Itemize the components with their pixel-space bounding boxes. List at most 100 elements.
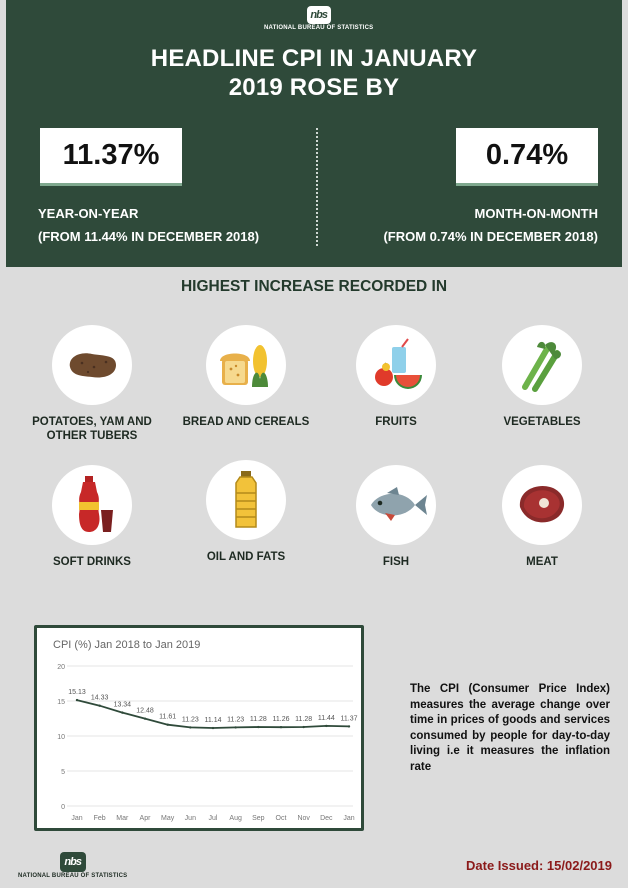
- date-issued: Date Issued: 15/02/2019: [466, 858, 612, 873]
- data-point: [234, 726, 237, 729]
- data-label: 11.23: [227, 716, 244, 723]
- headline-line-1: HEADLINE CPI IN JANUARY: [150, 45, 478, 72]
- category-label: FISH: [382, 556, 410, 568]
- divider: [316, 128, 318, 246]
- data-label: 11.61: [159, 714, 176, 721]
- data-point: [189, 726, 192, 729]
- x-tick-label: Oct: [276, 815, 287, 822]
- data-label: 11.14: [205, 717, 222, 724]
- data-label: 11.26: [273, 716, 290, 723]
- data-label: 14.33: [91, 695, 109, 702]
- data-point: [211, 726, 215, 730]
- oil-bottle-icon: [235, 471, 257, 528]
- year-on-year-note: (FROM 11.44% IN DECEMBER 2018): [38, 229, 260, 244]
- category-circle: [356, 325, 436, 405]
- soft-drink-icon: [79, 476, 113, 532]
- nbs-logo: nbs NATIONAL BUREAU OF STATISTICS: [264, 6, 373, 31]
- x-tick-label: Aug: [229, 815, 242, 822]
- year-on-year-label-block: YEAR-ON-YEAR (FROM 11.44% IN DECEMBER 20…: [38, 202, 259, 248]
- category-label: SOFT DRINKS: [53, 556, 131, 568]
- month-on-month-label-block: MONTH-ON-MONTH (FROM 0.74% IN DECEMBER 2…: [383, 202, 598, 248]
- data-point: [257, 725, 260, 729]
- category-circle: [52, 465, 132, 545]
- cpi-description: The CPI (Consumer Price Index) measures …: [410, 683, 610, 773]
- month-on-month-value: 0.74%: [456, 128, 598, 186]
- category-oil: OIL AND FATS: [176, 460, 316, 564]
- y-tick-label: 15: [57, 699, 65, 706]
- category-vegetables: VEGETABLES: [472, 325, 612, 429]
- category-circle: [206, 460, 286, 540]
- x-tick-label: Apr: [140, 815, 152, 822]
- category-label: POTATOES, YAM AND OTHER TUBERS: [32, 416, 152, 442]
- data-point: [143, 717, 147, 720]
- nbs-logo-mark: nbs: [59, 852, 86, 872]
- potato-icon: [69, 353, 116, 378]
- data-label: 11.28: [250, 716, 267, 723]
- footer-logo: nbs NATIONAL BUREAU OF STATISTICS: [18, 852, 127, 879]
- celery-icon: [522, 341, 561, 392]
- year-on-year-value: 11.37%: [40, 128, 182, 186]
- category-tubers: POTATOES, YAM AND OTHER TUBERS: [22, 325, 162, 443]
- data-point: [279, 725, 283, 729]
- data-point: [166, 723, 169, 726]
- x-tick-label: Dec: [320, 815, 333, 822]
- bread-corn-icon: [220, 345, 268, 387]
- y-tick-label: 0: [61, 804, 65, 811]
- category-circle: [502, 465, 582, 545]
- category-label: FRUITS: [375, 416, 417, 428]
- category-soft-drinks: SOFT DRINKS: [22, 465, 162, 569]
- data-point: [347, 725, 351, 728]
- year-on-year-label: YEAR-ON-YEAR: [38, 206, 139, 221]
- cpi-line-chart: CPI (%) Jan 2018 to Jan 2019 0 5 10 15 20 Jan F…: [53, 639, 358, 822]
- y-tick-label: 10: [57, 734, 65, 741]
- category-circle: [206, 325, 286, 405]
- month-on-month-label: MONTH-ON-MONTH: [474, 206, 598, 221]
- category-circle: [52, 325, 132, 405]
- headline-line-2: 2019 ROSE BY: [228, 74, 400, 101]
- x-tick-label: Jun: [185, 815, 196, 822]
- data-point: [98, 704, 101, 707]
- x-tick-label: Jan: [71, 815, 82, 822]
- data-label: 12.48: [136, 708, 154, 715]
- category-label: BREAD AND CEREALS: [182, 416, 310, 428]
- data-label: 11.23: [182, 716, 199, 723]
- x-tick-label: Feb: [94, 815, 106, 822]
- data-label: 15.13: [68, 689, 86, 696]
- x-tick-label: May: [161, 815, 175, 822]
- data-label: 13.34: [114, 702, 132, 709]
- meat-icon: [519, 485, 565, 523]
- data-point: [75, 698, 79, 702]
- nbs-logo-text: NATIONAL BUREAU OF STATISTICS: [264, 25, 374, 31]
- x-tick-label: Jul: [209, 815, 218, 822]
- page-title: HEADLINE CPI IN JANUARY 2019 ROSE BY: [6, 44, 622, 102]
- x-tick-label: Mar: [116, 815, 129, 822]
- chart-title: CPI (%) Jan 2018 to Jan 2019: [53, 639, 200, 651]
- section-title: HIGHEST INCREASE RECORDED IN: [180, 278, 448, 295]
- category-fish: FISH: [326, 465, 466, 569]
- category-circle: [502, 325, 582, 405]
- y-tick-label: 20: [57, 664, 65, 671]
- data-label: 11.37: [341, 715, 358, 722]
- nbs-logo-mark: nbs: [306, 6, 331, 24]
- category-bread: BREAD AND CEREALS: [176, 325, 316, 429]
- x-tick-label: Jan: [343, 815, 354, 822]
- header-banner: nbs NATIONAL BUREAU OF STATISTICS HEADLI…: [6, 0, 622, 267]
- x-tick-label: Sep: [252, 815, 265, 822]
- data-label: 11.44: [318, 715, 335, 722]
- category-fruits: FRUITS: [326, 325, 466, 429]
- data-label: 11.28: [295, 716, 312, 723]
- fish-icon: [371, 487, 427, 521]
- category-label: MEAT: [526, 556, 558, 568]
- cpi-chart: CPI (%) Jan 2018 to Jan 2019 0 5 10 15 20 Jan F…: [34, 625, 364, 831]
- data-point: [302, 725, 305, 729]
- category-meat: MEAT: [472, 465, 612, 569]
- category-circle: [356, 465, 436, 545]
- category-label: VEGETABLES: [503, 416, 581, 428]
- month-on-month-note: (FROM 0.74% IN DECEMBER 2018): [383, 229, 598, 244]
- x-tick-label: Nov: [297, 815, 310, 822]
- y-tick-label: 5: [61, 769, 65, 776]
- data-point: [325, 724, 328, 728]
- data-point: [121, 711, 124, 714]
- category-label: OIL AND FATS: [206, 551, 286, 563]
